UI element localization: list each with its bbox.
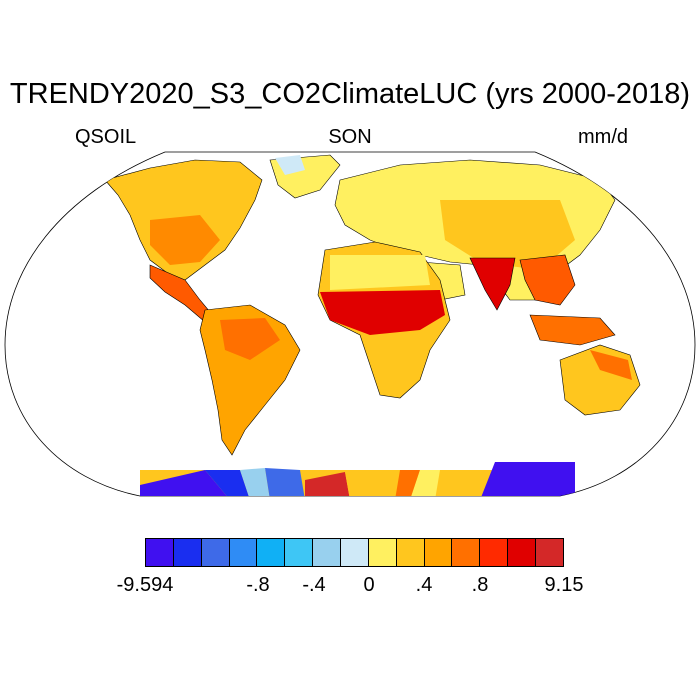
colorbar-swatch bbox=[313, 539, 341, 566]
colorbar-swatch bbox=[536, 539, 563, 566]
colorbar bbox=[145, 538, 564, 567]
colorbar-swatch bbox=[202, 539, 230, 566]
colorbar-label: .4 bbox=[416, 574, 433, 597]
colorbar-swatch bbox=[369, 539, 397, 566]
colorbar-swatch bbox=[397, 539, 425, 566]
colorbar-swatch bbox=[341, 539, 369, 566]
colorbar-label: 9.15 bbox=[545, 574, 584, 597]
colorbar-swatch bbox=[146, 539, 174, 566]
colorbar-label: 0 bbox=[363, 574, 374, 597]
colorbar-swatch bbox=[257, 539, 285, 566]
colorbar-label: -.4 bbox=[302, 574, 325, 597]
colorbar-swatch bbox=[285, 539, 313, 566]
colorbar-label: -.8 bbox=[246, 574, 269, 597]
colorbar-swatch bbox=[425, 539, 453, 566]
colorbar-swatch bbox=[480, 539, 508, 566]
colorbar-swatch bbox=[174, 539, 202, 566]
colorbar-swatch bbox=[452, 539, 480, 566]
colorbar-label: -9.594 bbox=[117, 574, 174, 597]
colorbar-swatch bbox=[230, 539, 258, 566]
sahara bbox=[330, 255, 430, 290]
colorbar-label: .8 bbox=[472, 574, 489, 597]
colorbar-swatch bbox=[508, 539, 536, 566]
